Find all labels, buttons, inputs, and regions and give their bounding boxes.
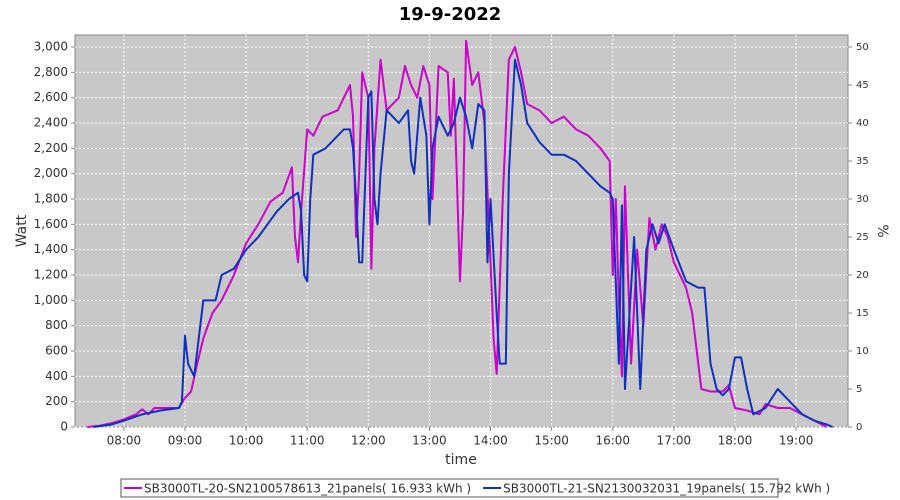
y-tick-label: 0 bbox=[60, 420, 68, 434]
y-tick-label: 1,600 bbox=[34, 217, 68, 231]
legend-label: SB3000TL-21-SN2130032031_19panels( 15.79… bbox=[503, 482, 830, 496]
y2-tick-label: 0 bbox=[856, 422, 862, 433]
x-axis-label: time bbox=[445, 452, 477, 468]
x-tick-label: 08:00 bbox=[107, 434, 142, 448]
y-tick-label: 1,000 bbox=[34, 293, 68, 307]
y-tick-label: 1,400 bbox=[34, 242, 68, 256]
y-tick-label: 2,400 bbox=[34, 116, 68, 130]
y-tick-label: 2,600 bbox=[34, 90, 68, 104]
y2-tick-label: 40 bbox=[856, 118, 869, 129]
x-tick-label: 18:00 bbox=[718, 434, 753, 448]
y-tick-label: 1,200 bbox=[34, 268, 68, 282]
y2-tick-label: 35 bbox=[856, 156, 869, 167]
x-tick-label: 14:00 bbox=[473, 434, 508, 448]
chart-title: 19-9-2022 bbox=[399, 4, 502, 25]
y-tick-label: 800 bbox=[45, 318, 68, 332]
x-tick-label: 12:00 bbox=[351, 434, 386, 448]
x-tick-label: 15:00 bbox=[534, 434, 569, 448]
legend-label: SB3000TL-20-SN2100578613_21panels( 16.93… bbox=[144, 482, 471, 496]
x-tick-label: 16:00 bbox=[595, 434, 630, 448]
y2-tick-label: 25 bbox=[856, 232, 869, 243]
y-tick-label: 600 bbox=[45, 344, 68, 358]
y2-tick-label: 15 bbox=[856, 308, 869, 319]
series-line bbox=[87, 39, 828, 428]
y-tick-label: 1,800 bbox=[34, 192, 68, 206]
y2-axis-label: % bbox=[874, 224, 890, 237]
y2-tick-label: 45 bbox=[856, 80, 869, 91]
y-axis-label: Watt bbox=[14, 214, 30, 247]
y2-tick-label: 20 bbox=[856, 270, 869, 281]
series-line bbox=[93, 58, 834, 428]
x-tick-label: 09:00 bbox=[168, 434, 203, 448]
y2-tick-label: 50 bbox=[856, 42, 869, 53]
x-tick-label: 13:00 bbox=[412, 434, 447, 448]
legend bbox=[120, 478, 779, 498]
y-tick-label: 400 bbox=[45, 369, 68, 383]
y-tick-label: 2,200 bbox=[34, 141, 68, 155]
y-tick-label: 2,000 bbox=[34, 166, 68, 180]
x-tick-label: 17:00 bbox=[657, 434, 692, 448]
y2-tick-label: 30 bbox=[856, 194, 869, 205]
y2-tick-label: 10 bbox=[856, 346, 869, 357]
y-tick-label: 200 bbox=[45, 394, 68, 408]
y-tick-label: 3,000 bbox=[34, 40, 68, 54]
x-tick-label: 11:00 bbox=[290, 434, 325, 448]
x-tick-label: 19:00 bbox=[779, 434, 814, 448]
x-tick-label: 10:00 bbox=[229, 434, 264, 448]
y-tick-label: 2,800 bbox=[34, 65, 68, 79]
y2-tick-label: 5 bbox=[856, 384, 862, 395]
